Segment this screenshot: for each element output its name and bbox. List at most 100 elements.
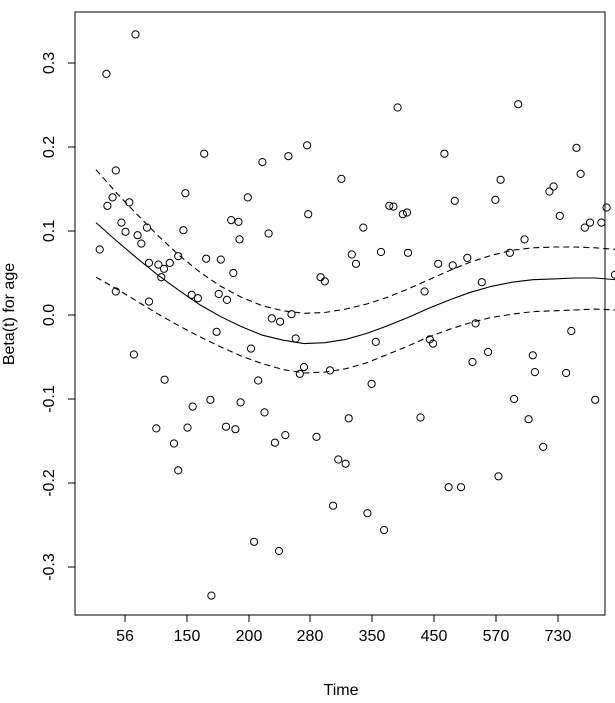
data-point	[287, 310, 296, 319]
y-tick-label: -0.2	[41, 469, 58, 497]
data-point	[111, 287, 120, 296]
data-point	[284, 152, 293, 161]
data-point	[344, 414, 353, 423]
data-point	[320, 277, 329, 286]
data-point	[380, 525, 389, 535]
data-point	[545, 187, 554, 196]
data-point	[304, 210, 313, 219]
data-point	[276, 317, 285, 326]
data-point	[206, 395, 215, 404]
data-point	[187, 290, 196, 299]
data-point	[299, 363, 309, 372]
x-tick-label: 200	[236, 628, 263, 645]
data-point	[434, 259, 443, 268]
x-tick-label: 150	[174, 628, 201, 645]
data-point	[165, 258, 174, 267]
data-point	[179, 226, 188, 235]
data-point	[111, 166, 120, 175]
x-tick-label: 450	[421, 628, 448, 645]
data-point	[234, 217, 243, 226]
data-point	[602, 203, 611, 212]
data-point	[229, 268, 238, 278]
data-point	[216, 255, 225, 264]
data-point	[496, 175, 505, 184]
data-point	[157, 273, 166, 282]
data-point	[281, 431, 290, 440]
data-point	[389, 202, 398, 211]
confidence-band-line	[95, 276, 615, 374]
data-point	[121, 227, 130, 236]
data-point	[376, 247, 386, 257]
data-point	[144, 258, 154, 267]
data-point	[420, 287, 429, 296]
data-point	[444, 483, 453, 492]
data-point	[528, 351, 537, 360]
data-point	[258, 158, 267, 167]
data-point	[160, 375, 169, 384]
data-point	[246, 344, 256, 353]
data-point	[610, 270, 615, 279]
data-point	[347, 250, 356, 259]
data-point	[264, 229, 273, 238]
data-point	[385, 201, 394, 210]
data-point	[562, 368, 571, 378]
data-point	[174, 466, 183, 475]
data-point	[221, 422, 231, 431]
data-point	[448, 261, 457, 270]
data-point	[491, 195, 500, 204]
y-tick-label: 0.2	[41, 136, 58, 158]
plot-frame	[74, 11, 606, 616]
data-point	[572, 143, 581, 152]
data-point	[585, 218, 595, 227]
data-point	[329, 501, 338, 510]
data-point	[103, 201, 112, 210]
data-point	[260, 408, 269, 417]
data-point	[359, 223, 368, 232]
data-point	[363, 509, 372, 518]
data-point	[214, 289, 223, 299]
data-point	[367, 379, 376, 388]
data-point	[125, 198, 134, 207]
data-point	[193, 294, 202, 303]
data-point	[243, 193, 252, 202]
data-point	[450, 196, 459, 205]
data-point	[231, 425, 240, 434]
data-point	[337, 174, 346, 183]
data-point	[403, 248, 413, 257]
data-point	[471, 319, 480, 328]
y-tick-label: 0.3	[41, 52, 58, 74]
data-point	[316, 273, 325, 282]
data-point	[456, 483, 466, 492]
y-axis: -0.3 -0.2 -0.1 0.0 0.1 0.2 0.3	[41, 52, 76, 581]
data-point	[133, 231, 142, 240]
residual-points	[95, 30, 615, 600]
data-point	[402, 208, 412, 217]
data-point	[576, 169, 585, 178]
data-point	[188, 402, 197, 411]
data-point	[509, 394, 519, 404]
data-point	[137, 239, 146, 248]
data-point	[393, 103, 402, 112]
data-point	[580, 223, 589, 232]
data-point	[514, 100, 523, 109]
data-point	[341, 459, 350, 468]
data-point	[117, 218, 126, 227]
data-point	[520, 235, 529, 244]
data-point	[202, 254, 211, 263]
data-point	[254, 376, 263, 385]
x-axis: 56 150 200 280 350 450 570 730	[116, 614, 572, 645]
data-point	[131, 30, 140, 39]
x-tick-label: 730	[545, 628, 572, 645]
data-point	[325, 366, 335, 375]
y-tick-label: 0.0	[41, 304, 58, 326]
y-tick-label: 0.1	[41, 220, 58, 242]
data-point	[416, 413, 425, 422]
data-point	[371, 337, 380, 346]
data-point	[303, 141, 312, 150]
data-point	[312, 432, 321, 441]
data-point	[597, 218, 606, 227]
data-point	[129, 350, 138, 359]
y-axis-title: Beta(t) for age	[1, 263, 18, 365]
data-point	[108, 193, 117, 202]
